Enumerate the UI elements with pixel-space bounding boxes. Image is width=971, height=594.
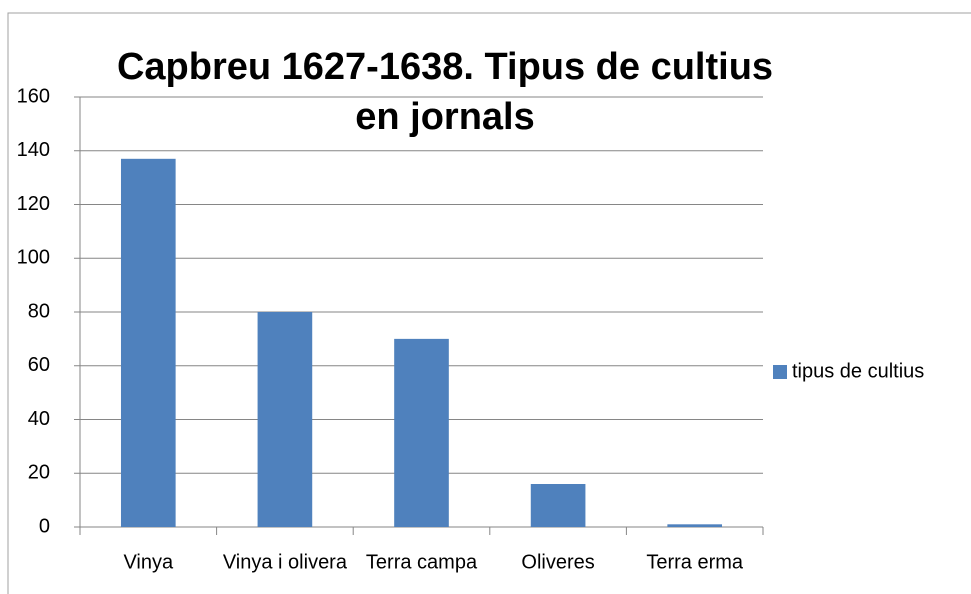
x-tick-label: Vinya — [123, 551, 174, 573]
chart-frame — [7, 12, 971, 594]
bar — [530, 484, 586, 527]
x-tick-label: Oliveres — [521, 551, 594, 573]
chart-title: Capbreu 1627-1638. Tipus de cultius en j… — [116, 46, 774, 138]
legend-label: tipus de cultius — [792, 360, 924, 382]
y-tick-label: 80 — [28, 300, 50, 322]
y-tick-label: 100 — [17, 247, 50, 269]
y-tick-label: 0 — [39, 515, 50, 537]
y-tick-label: 140 — [17, 139, 50, 161]
bar — [394, 338, 449, 527]
y-tick-label: 20 — [28, 462, 50, 484]
y-tick-label: 160 — [17, 85, 50, 107]
legend-swatch — [773, 365, 787, 379]
y-tick-label: 120 — [17, 193, 50, 215]
x-tick-label: Terra erma — [646, 551, 744, 573]
bar — [667, 524, 723, 527]
y-tick-label: 40 — [28, 408, 50, 430]
bar — [120, 158, 176, 527]
x-tick-label: Terra campa — [366, 551, 478, 573]
bar — [257, 312, 313, 527]
y-tick-label: 60 — [28, 354, 50, 376]
x-tick-label: Vinya i olivera — [223, 551, 348, 573]
